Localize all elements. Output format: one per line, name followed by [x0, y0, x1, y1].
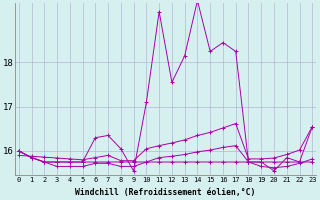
X-axis label: Windchill (Refroidissement éolien,°C): Windchill (Refroidissement éolien,°C)	[75, 188, 256, 197]
